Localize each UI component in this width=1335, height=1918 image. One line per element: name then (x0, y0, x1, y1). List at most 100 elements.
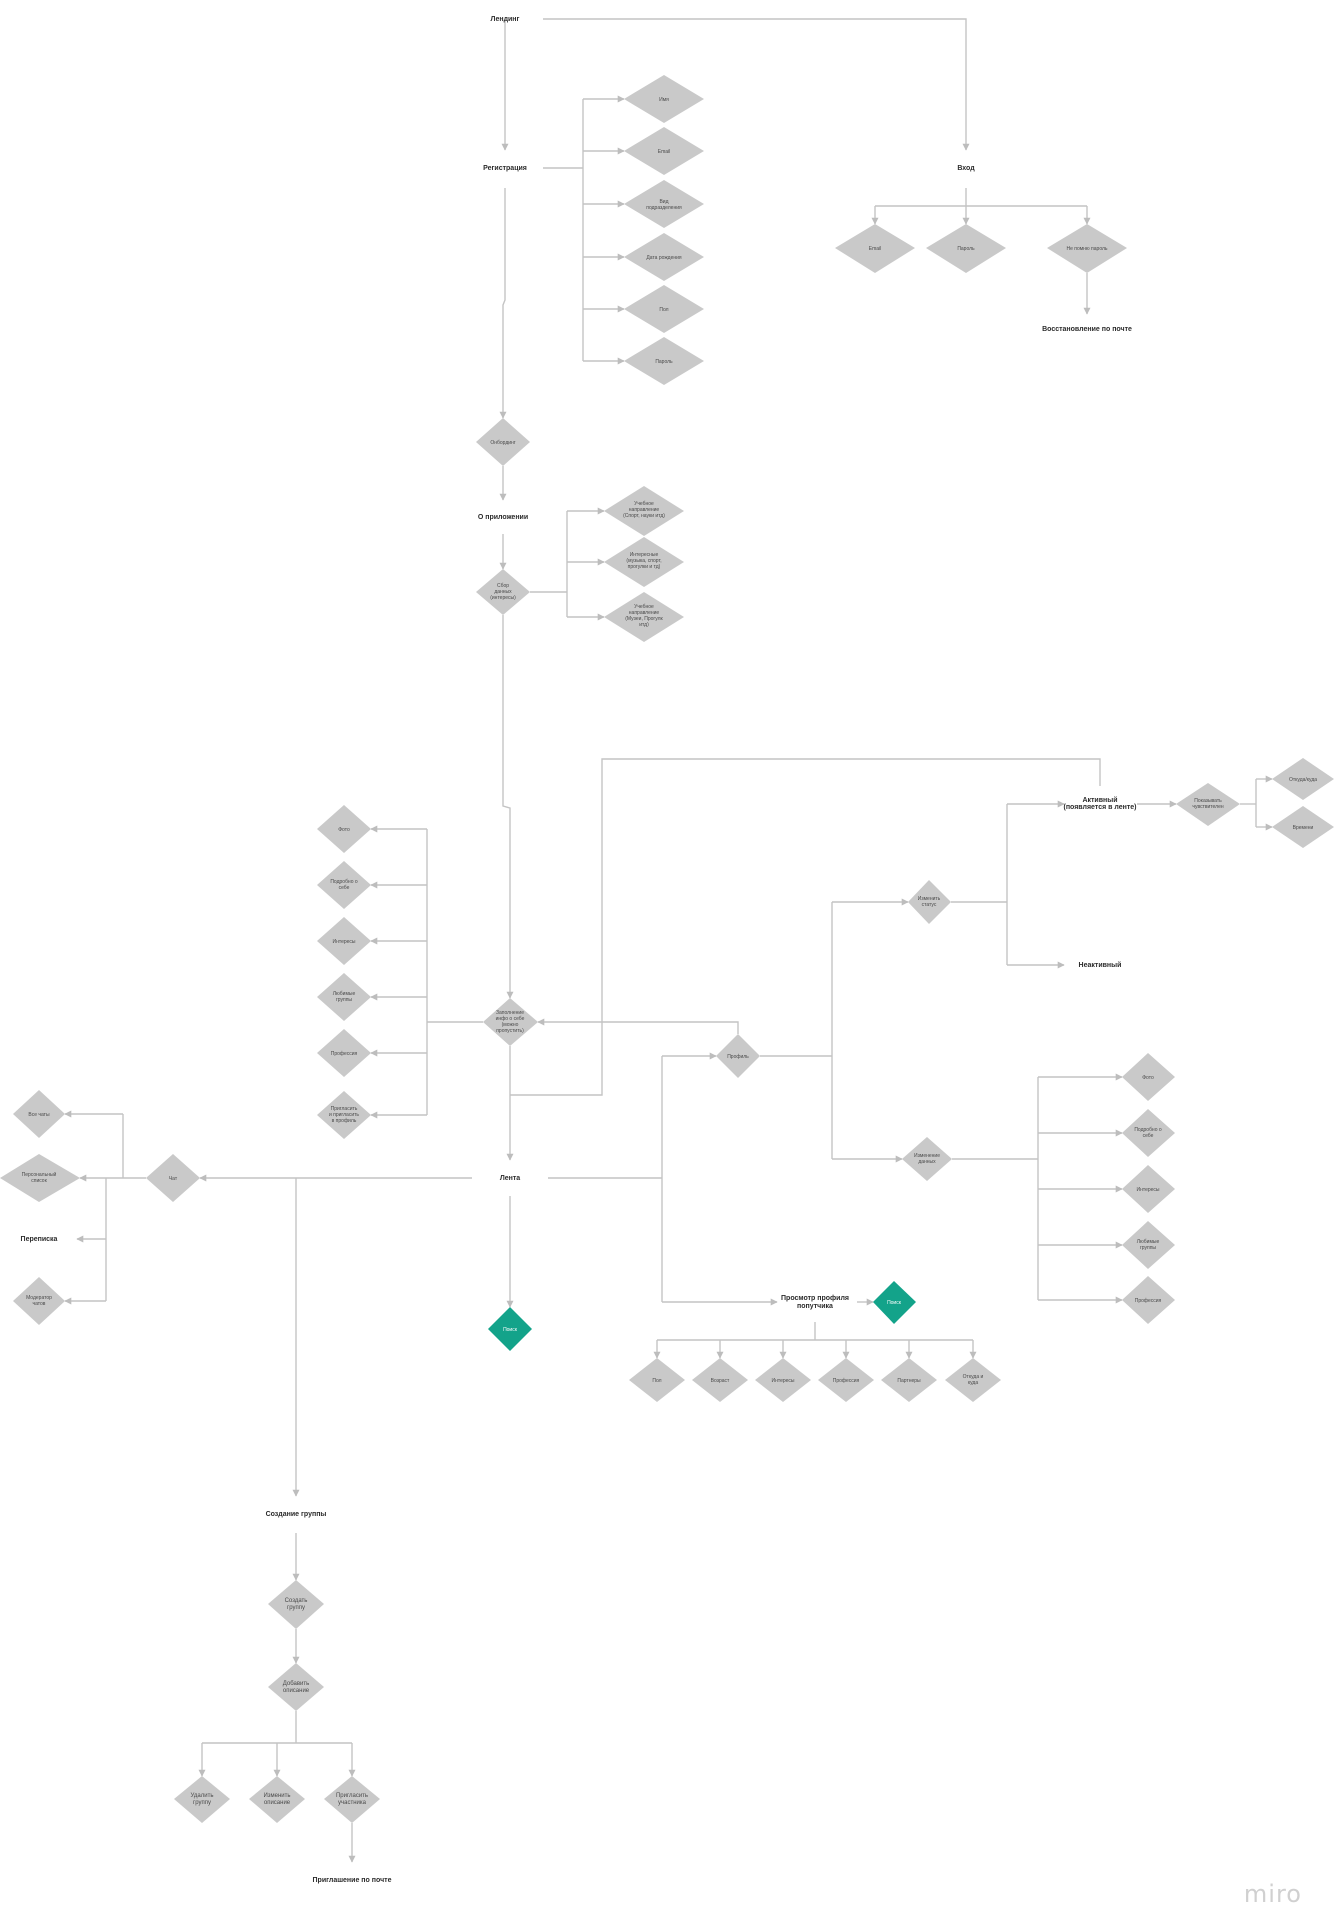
svg-text:Времени: Времени (1293, 825, 1314, 831)
text-line: Интересные (630, 552, 659, 558)
svg-text:Пол: Пол (652, 1378, 661, 1384)
diamond-add-desc: Добавить описание (268, 1663, 324, 1711)
svg-text:Интересные(музыка, спорт,прогу: Интересные (музыка, спорт, прогулки и тд) (626, 552, 661, 570)
node-active: Активный (появляется в ленте) (1063, 796, 1136, 811)
text-line: Любимые (1137, 1239, 1160, 1245)
text-line: и пригласить (329, 1112, 359, 1118)
text-line: (можно (502, 1022, 519, 1028)
text-line: Активный (1082, 796, 1117, 804)
diamond-fav-groups: Любимые группы (317, 973, 371, 1021)
svg-text:Не помню пароль: Не помню пароль (1066, 246, 1107, 252)
node-invite-mail: Приглашение по почте (313, 1877, 392, 1884)
diamond-v-sex: Пол (629, 1358, 685, 1402)
diamond-about-me: Подробно о себе (317, 861, 371, 909)
svg-text:Все чаты: Все чаты (28, 1112, 50, 1118)
text-line: участника (338, 1800, 367, 1806)
node-messaging: Переписка (21, 1236, 58, 1243)
text-line: (Спорт, науки итд) (623, 513, 665, 519)
node-landing: Лендинг (491, 16, 520, 23)
diamond-interests: Интересы (317, 917, 371, 965)
text-line: (появляется в ленте) (1063, 804, 1136, 811)
diamond-profession: Профессия (317, 1029, 371, 1077)
diamond-change-data: Изменение данных (902, 1137, 952, 1181)
text-line: Создать (285, 1598, 308, 1604)
diamond-reg-email: Email (624, 127, 704, 175)
text-line: список (31, 1178, 47, 1184)
text-line: группу (287, 1605, 305, 1611)
svg-text:Пароль: Пароль (655, 359, 673, 365)
svg-text:Профессия: Профессия (331, 1051, 358, 1057)
text-line: Учебное (634, 604, 654, 610)
connectors (64, 18, 1273, 1863)
text-line: чатов (33, 1301, 46, 1307)
svg-text:Чат: Чат (169, 1176, 178, 1182)
svg-text:Email: Email (869, 246, 882, 252)
text-line: описание (283, 1688, 310, 1694)
text-line: прогулки и тд) (628, 564, 661, 570)
diamond-photo: Фото (317, 805, 371, 853)
svg-text:Возраст: Возраст (711, 1378, 730, 1384)
svg-text:Профессия: Профессия (833, 1378, 860, 1384)
text-line: группы (1140, 1245, 1156, 1251)
text-line: Вид (659, 199, 668, 205)
text-line: группы (336, 997, 352, 1003)
diamond-moderator: Модератор чатов (13, 1277, 65, 1325)
svg-text:Email: Email (658, 149, 671, 155)
diamond-edit-desc: Изменить описание (249, 1776, 305, 1823)
text-line: куда (968, 1380, 978, 1386)
diamond-change-status: Изменить статус (908, 880, 951, 924)
text-line: группу (193, 1800, 211, 1806)
diamond-time: Времени (1272, 806, 1334, 848)
text-line: Пригласить (331, 1106, 358, 1112)
diamond-dir1: Учебное направление (Спорт, науки итд) (604, 486, 684, 536)
svg-text:Интересы: Интересы (771, 1378, 794, 1384)
diamond-v-interests: Интересы (755, 1358, 811, 1402)
svg-text:Пол: Пол (659, 307, 668, 313)
svg-text:Профессия: Профессия (1135, 1298, 1162, 1304)
diamond-profile: Профиль (716, 1034, 760, 1078)
text-line: Модератор (26, 1295, 52, 1301)
diamond-login-email: Email (835, 224, 915, 273)
text-line: (Музеи, Прогулк (625, 616, 663, 622)
node-registration: Регистрация (483, 165, 527, 172)
text-line: попутчика (797, 1303, 833, 1310)
diamond-forgot: Не помню пароль (1047, 224, 1127, 273)
text-line: в профиль (332, 1118, 357, 1124)
text-line: (музыка, спорт, (626, 558, 661, 564)
svg-text:Поиск: Поиск (503, 1327, 518, 1333)
svg-text:Пароль: Пароль (957, 246, 975, 252)
diamond-dir3: Учебное направление (Музеи, Прогулк итд) (604, 592, 684, 642)
text-line: Показывать (1194, 798, 1222, 804)
diamond-chat: Чат (146, 1154, 200, 1202)
diamond-fill-about: Заполнение инфо о себе (можно пропустить) (483, 998, 538, 1046)
diamond-reg-birth: Дата рождения (624, 233, 704, 281)
svg-text:Фото: Фото (1142, 1075, 1154, 1081)
text-line: Подробно о (1134, 1127, 1162, 1133)
diamond-make-group: Создать группу (268, 1580, 324, 1629)
node-restore: Восстановление по почте (1042, 326, 1132, 333)
diamond-v-prof: Профессия (818, 1358, 874, 1402)
diamond-p-photo: Фото (1122, 1053, 1175, 1101)
text-line: Добавить (283, 1681, 310, 1687)
diamond-personal-chat: Персональный список (0, 1154, 80, 1202)
diamond-reg-spec: Вид подразделения (624, 180, 704, 228)
text-line: Учебное (634, 501, 654, 507)
diamond-all-chats: Все чаты (13, 1090, 65, 1138)
diamond-p-about: Подробно о себе (1122, 1109, 1175, 1157)
svg-text:Интересы: Интересы (1136, 1187, 1159, 1193)
diamond-invite-member: Пригласить участника (324, 1776, 380, 1823)
connector (510, 758, 1101, 1096)
text-line: Любимые (333, 991, 356, 997)
